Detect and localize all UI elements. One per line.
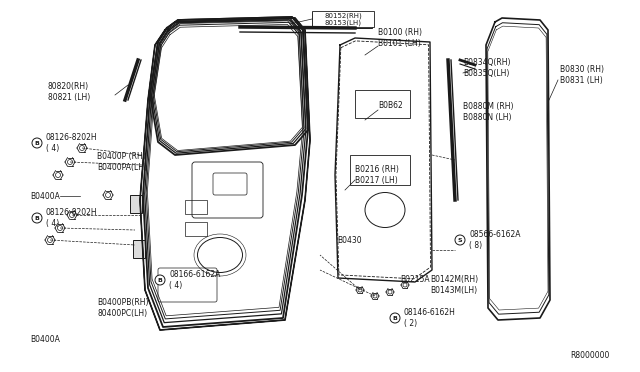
Text: 80820(RH)
80821 (LH): 80820(RH) 80821 (LH) [48, 82, 90, 102]
Circle shape [155, 275, 165, 285]
Bar [312, 11, 374, 27]
Text: 08126-8202H
( 4): 08126-8202H ( 4) [46, 208, 98, 228]
Text: S: S [458, 237, 462, 243]
Circle shape [455, 235, 465, 245]
Circle shape [32, 138, 42, 148]
Text: R8000000: R8000000 [570, 350, 609, 359]
Bar [312, 12, 372, 28]
Text: 08126-8202H
( 4): 08126-8202H ( 4) [46, 133, 98, 153]
Text: 08166-6162A
( 4): 08166-6162A ( 4) [169, 270, 220, 290]
Circle shape [390, 313, 400, 323]
Text: B0830 (RH)
B0831 (LH): B0830 (RH) B0831 (LH) [560, 65, 604, 85]
Text: B0834Q(RH)
B0835Q(LH): B0834Q(RH) B0835Q(LH) [463, 58, 511, 78]
Text: 08146-6162H
( 2): 08146-6162H ( 2) [404, 308, 456, 328]
Text: B0400PB(RH)
80400PC(LH): B0400PB(RH) 80400PC(LH) [97, 298, 148, 318]
Bar [355, 90, 410, 118]
Text: B0430: B0430 [337, 235, 362, 244]
Bar [130, 195, 142, 213]
Text: B0880M (RH)
B0880N (LH): B0880M (RH) B0880N (LH) [463, 102, 513, 122]
Text: B0B62: B0B62 [378, 100, 403, 109]
Text: B: B [157, 278, 163, 282]
Text: B0400A: B0400A [30, 336, 60, 344]
Bar [185, 200, 207, 214]
Text: B0215A: B0215A [400, 276, 429, 285]
Text: 08566-6162A
( 8): 08566-6162A ( 8) [469, 230, 520, 250]
Text: B0100 (RH)
B0101 (LH): B0100 (RH) B0101 (LH) [378, 28, 422, 48]
Bar [185, 222, 207, 236]
Text: B0142M(RH)
B0143M(LH): B0142M(RH) B0143M(LH) [430, 275, 478, 295]
Text: B: B [35, 141, 40, 145]
Bar [350, 155, 410, 185]
Circle shape [32, 213, 42, 223]
Text: B0400P (RH)
B0400PA(LH): B0400P (RH) B0400PA(LH) [97, 152, 147, 172]
Text: B0400A: B0400A [30, 192, 60, 201]
Text: B0216 (RH)
B0217 (LH): B0216 (RH) B0217 (LH) [355, 165, 399, 185]
Bar [133, 240, 145, 258]
Text: B: B [35, 215, 40, 221]
Text: 80152(RH)
80153(LH): 80152(RH) 80153(LH) [324, 12, 362, 26]
Text: B: B [392, 315, 397, 321]
